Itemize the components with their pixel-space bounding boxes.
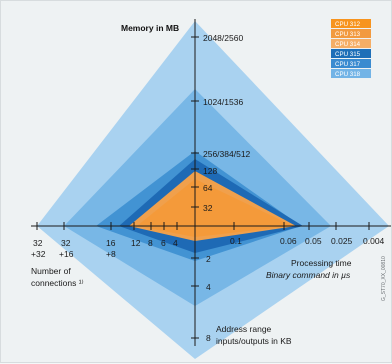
tick-connections-16-8-a: 16	[106, 238, 116, 248]
tick-connections-32-16-b: +16	[59, 249, 74, 259]
tick-connections-32-32-b: +32	[31, 249, 46, 259]
axis-label-io-line1: Address range	[216, 324, 272, 334]
tick-memory-32: 32	[203, 203, 213, 213]
tick-memory-2048-2560: 2048/2560	[203, 33, 243, 43]
legend-label-cpu-317: CPU 317	[335, 61, 361, 68]
legend-swatch-cpu-318	[331, 69, 371, 78]
legend-label-cpu-312: CPU 312	[335, 21, 361, 28]
tick-io-2: 2	[206, 254, 211, 264]
tick-io-8: 8	[206, 333, 211, 343]
axis-label-memory: Memory in MB	[121, 23, 179, 33]
tick-connections-4: 4	[173, 238, 178, 248]
tick-memory-256-384-512: 256/384/512	[203, 149, 251, 159]
legend-label-cpu-318: CPU 318	[335, 71, 361, 78]
tick-connections-12: 12	[131, 238, 141, 248]
axis-label-io-line2: inputs/outputs in KB	[216, 336, 292, 346]
legend: CPU 312 CPU 313 CPU 314 CPU 315 CPU 317 …	[331, 19, 371, 78]
legend-swatch-cpu-315	[331, 49, 371, 58]
tick-processing-0.05: 0.05	[305, 236, 322, 246]
tick-connections-8: 8	[148, 238, 153, 248]
figure-code: G_ST70_XX_00810	[381, 256, 387, 301]
axis-label-connections-line1: Number of	[31, 266, 71, 276]
tick-processing-0.1: 0.1	[230, 236, 242, 246]
tick-processing-0.025: 0.025	[331, 236, 353, 246]
tick-connections-32-16-a: 32	[61, 238, 71, 248]
legend-label-cpu-313: CPU 313	[335, 31, 361, 38]
tick-connections-16-8-b: +8	[106, 249, 116, 259]
axis-ticks	[36, 36, 370, 339]
legend-swatch-cpu-312	[331, 19, 371, 28]
legend-swatch-cpu-317	[331, 59, 371, 68]
legend-swatch-cpu-313	[331, 29, 371, 38]
tick-memory-1024-1536: 1024/1536	[203, 97, 243, 107]
legend-label-cpu-314: CPU 314	[335, 41, 361, 48]
tick-memory-64: 64	[203, 183, 213, 193]
tick-memory-128: 128	[203, 166, 217, 176]
axis-label-connections-line2: connections ¹⁾	[31, 278, 84, 288]
axis-label-processing-line2: Binary command in µs	[266, 270, 351, 280]
tick-processing-0.06: 0.06	[280, 236, 297, 246]
tick-connections-32-32-a: 32	[33, 238, 43, 248]
tick-processing-0.004: 0.004	[363, 236, 385, 246]
tick-connections-6: 6	[161, 238, 166, 248]
legend-label-cpu-315: CPU 315	[335, 51, 361, 58]
tick-io-4: 4	[206, 282, 211, 292]
area-cpu-312	[137, 179, 293, 237]
legend-swatch-cpu-314	[331, 39, 371, 48]
axis-label-processing-line1: Processing time	[291, 258, 352, 268]
